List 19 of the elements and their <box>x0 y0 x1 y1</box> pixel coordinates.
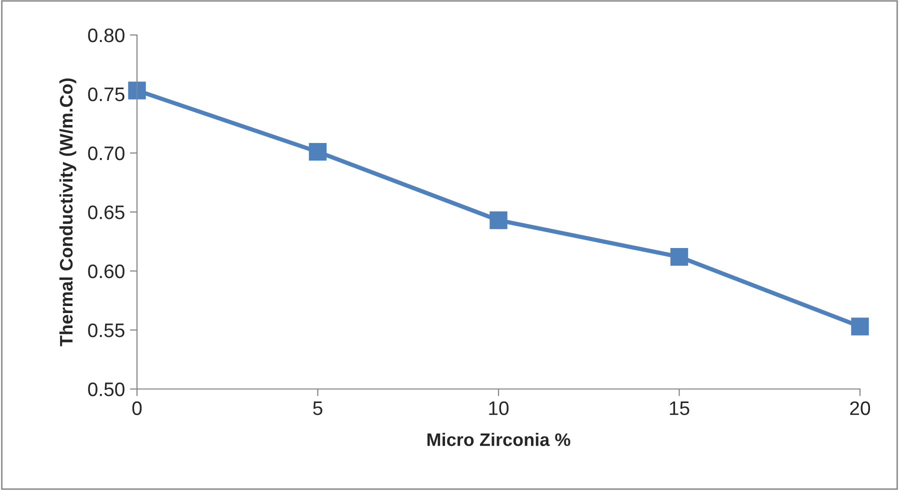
x-tick-label: 10 <box>489 401 509 416</box>
y-tick-label: 0.75 <box>88 87 124 102</box>
x-axis-title: Micro Zirconia % <box>427 432 570 446</box>
y-tick-label: 0.50 <box>88 382 124 396</box>
y-tick-label: 0.55 <box>88 323 124 338</box>
y-tick-label: 0.70 <box>88 146 124 160</box>
y-tick-label: 0.80 <box>88 28 124 42</box>
point <box>308 142 327 161</box>
point <box>128 82 146 100</box>
x-tick-label: 5 <box>313 402 322 416</box>
point <box>490 211 508 230</box>
x-tick-label: 15 <box>670 402 690 416</box>
y-tick-label: 0.60 <box>88 264 124 278</box>
point <box>670 248 688 266</box>
y-tick-label: 0.65 <box>88 205 124 220</box>
point <box>851 318 869 336</box>
x-tick-label: 20 <box>850 401 870 416</box>
y-axis-title: Thermal Conductivity (W/m.Co) <box>59 78 76 346</box>
x-tick-label: 0 <box>132 401 142 416</box>
